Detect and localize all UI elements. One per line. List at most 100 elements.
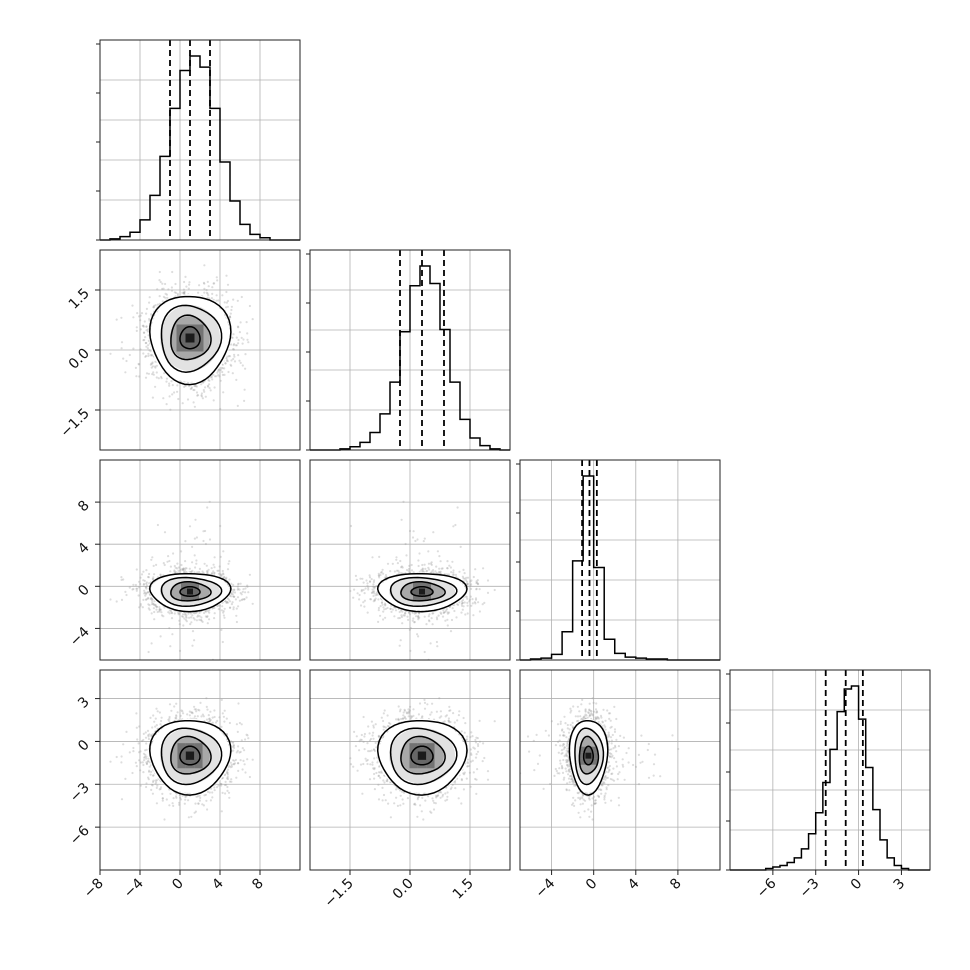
sample-point [184, 567, 187, 570]
sample-point [167, 555, 170, 558]
sample-point [142, 325, 145, 328]
sample-point [243, 598, 246, 601]
hist-panel-0 [96, 39, 301, 241]
sample-point [229, 316, 232, 319]
sample-point [228, 578, 231, 581]
sample-point [170, 289, 174, 292]
sample-point [226, 568, 230, 571]
sample-point [139, 582, 142, 586]
sample-point [233, 355, 236, 358]
sample-point [172, 552, 175, 555]
sample-point [145, 345, 148, 348]
sample-point [202, 572, 205, 575]
sample-point [195, 536, 198, 539]
sample-point [159, 280, 162, 284]
sample-point [151, 556, 154, 559]
sample-point [120, 316, 123, 319]
sample-point [183, 290, 186, 294]
sample-point [235, 614, 238, 617]
sample-point [155, 371, 158, 374]
sample-point [212, 570, 215, 573]
sample-point [234, 344, 237, 347]
sample-point [198, 615, 201, 618]
sample-point [217, 608, 220, 611]
sample-point [188, 281, 191, 284]
sample-point [180, 615, 184, 618]
sample-point [153, 610, 156, 614]
sample-point [147, 372, 150, 375]
sample-point [196, 615, 199, 618]
sample-point [223, 367, 226, 370]
sample-point [146, 330, 150, 333]
sample-point [232, 583, 235, 587]
sample-point [155, 605, 158, 608]
sample-point [237, 326, 240, 329]
sample-point [153, 573, 156, 576]
sample-point [124, 371, 127, 374]
sample-point [152, 373, 155, 376]
sample-point [190, 570, 193, 573]
sample-point [144, 598, 148, 601]
sample-point [208, 611, 211, 614]
sample-point [146, 591, 150, 594]
sample-point [188, 570, 191, 573]
sample-point [142, 324, 145, 327]
sample-point [244, 367, 247, 370]
sample-point [147, 607, 150, 610]
sample-point [150, 362, 153, 365]
sample-point [232, 333, 235, 336]
sample-point [222, 614, 225, 617]
sample-point [154, 304, 157, 307]
sample-point [236, 588, 239, 591]
sample-point [188, 616, 191, 619]
sample-point [235, 344, 238, 347]
sample-point [144, 594, 147, 597]
sample-point [158, 610, 161, 613]
sample-point [197, 291, 200, 294]
sample-point [185, 567, 188, 570]
sample-point [208, 608, 211, 612]
sample-point [239, 361, 242, 364]
sample-point [187, 381, 190, 384]
sample-point [201, 397, 204, 400]
sample-point [207, 610, 210, 613]
sample-point [217, 368, 221, 372]
sample-point [191, 561, 194, 564]
sample-point [231, 336, 234, 339]
sample-point [215, 299, 218, 302]
sample-point [147, 328, 150, 331]
sample-point [125, 359, 128, 363]
sample-point [211, 286, 214, 289]
sample-point [139, 604, 142, 607]
sample-point [135, 589, 138, 592]
sample-point [150, 313, 153, 316]
sample-point [183, 569, 187, 572]
sample-point [247, 591, 250, 594]
sample-point [207, 294, 210, 297]
sample-point [203, 390, 206, 393]
sample-point [184, 618, 187, 621]
sample-point [217, 569, 220, 572]
sample-point [160, 377, 163, 380]
sample-point [210, 567, 213, 570]
sample-point [219, 407, 222, 411]
sample-point [148, 319, 151, 322]
sample-point [195, 385, 198, 388]
sample-point [181, 568, 185, 571]
sample-point [239, 582, 242, 585]
sample-point [221, 367, 224, 370]
sample-point [240, 598, 243, 602]
sample-point [234, 598, 237, 601]
sample-point [235, 620, 238, 624]
sample-point [158, 279, 161, 282]
sample-point [148, 301, 151, 304]
sample-point [211, 292, 214, 295]
sample-point [115, 318, 118, 321]
sample-point [206, 570, 209, 573]
sample-point [147, 334, 150, 337]
sample-point [232, 595, 235, 598]
sample-point [220, 573, 223, 576]
sample-point [233, 591, 237, 594]
sample-point [182, 624, 185, 627]
